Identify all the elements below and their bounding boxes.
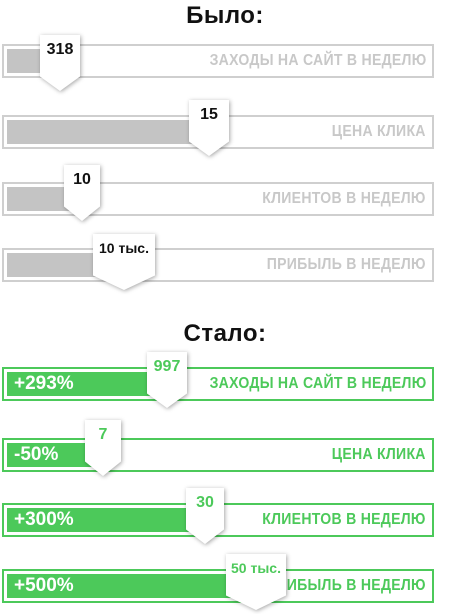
value-marker: 15	[189, 100, 229, 156]
bar-fill	[7, 372, 169, 396]
after-bar-profit: +500% ПРИБЫЛЬ В НЕДЕЛЮ	[2, 569, 434, 603]
value-label: 50 тыс.	[231, 560, 281, 576]
category-label: КЛИЕНТОВ В НЕДЕЛЮ	[262, 511, 426, 528]
change-label: +300%	[14, 509, 74, 530]
category-label: ЦЕНА КЛИКА	[332, 123, 426, 140]
before-title: Было:	[186, 2, 264, 29]
value-label: 10 тыс.	[99, 240, 149, 256]
before-bar-profit: ПРИБЫЛЬ В НЕДЕЛЮ	[2, 248, 434, 282]
value-marker: 50 тыс.	[226, 554, 286, 610]
category-label: ПРИБЫЛЬ В НЕДЕЛЮ	[266, 256, 426, 273]
category-label: КЛИЕНТОВ В НЕДЕЛЮ	[262, 190, 426, 207]
value-label: 997	[153, 358, 181, 375]
value-marker: 30	[186, 488, 224, 544]
value-marker: 7	[85, 420, 121, 476]
bar-fill	[7, 120, 211, 144]
value-label: 15	[200, 106, 218, 123]
category-label: ПРИБЫЛЬ В НЕДЕЛЮ	[266, 577, 426, 594]
value-label: 7	[98, 426, 108, 443]
value-marker: 10	[64, 165, 100, 221]
category-label: ЗАХОДЫ НА САЙТ В НЕДЕЛЮ	[209, 52, 426, 69]
after-bar-visits: +293% ЗАХОДЫ НА САЙТ В НЕДЕЛЮ	[2, 367, 434, 401]
after-bar-click-price: -50% ЦЕНА КЛИКА	[2, 438, 434, 472]
value-label: 30	[196, 494, 214, 511]
change-label: -50%	[14, 444, 59, 465]
category-label: ЗАХОДЫ НА САЙТ В НЕДЕЛЮ	[209, 375, 426, 392]
value-label: 10	[73, 171, 91, 188]
category-label: ЦЕНА КЛИКА	[332, 446, 426, 463]
value-marker: 10 тыс.	[93, 234, 155, 290]
value-label: 318	[46, 41, 74, 58]
after-title: Стало:	[183, 320, 267, 347]
change-label: +293%	[14, 373, 74, 394]
value-marker: 318	[40, 35, 80, 91]
value-marker: 997	[147, 352, 187, 408]
change-label: +500%	[14, 575, 74, 596]
bar-fill	[7, 508, 207, 532]
bar-fill	[7, 574, 258, 598]
